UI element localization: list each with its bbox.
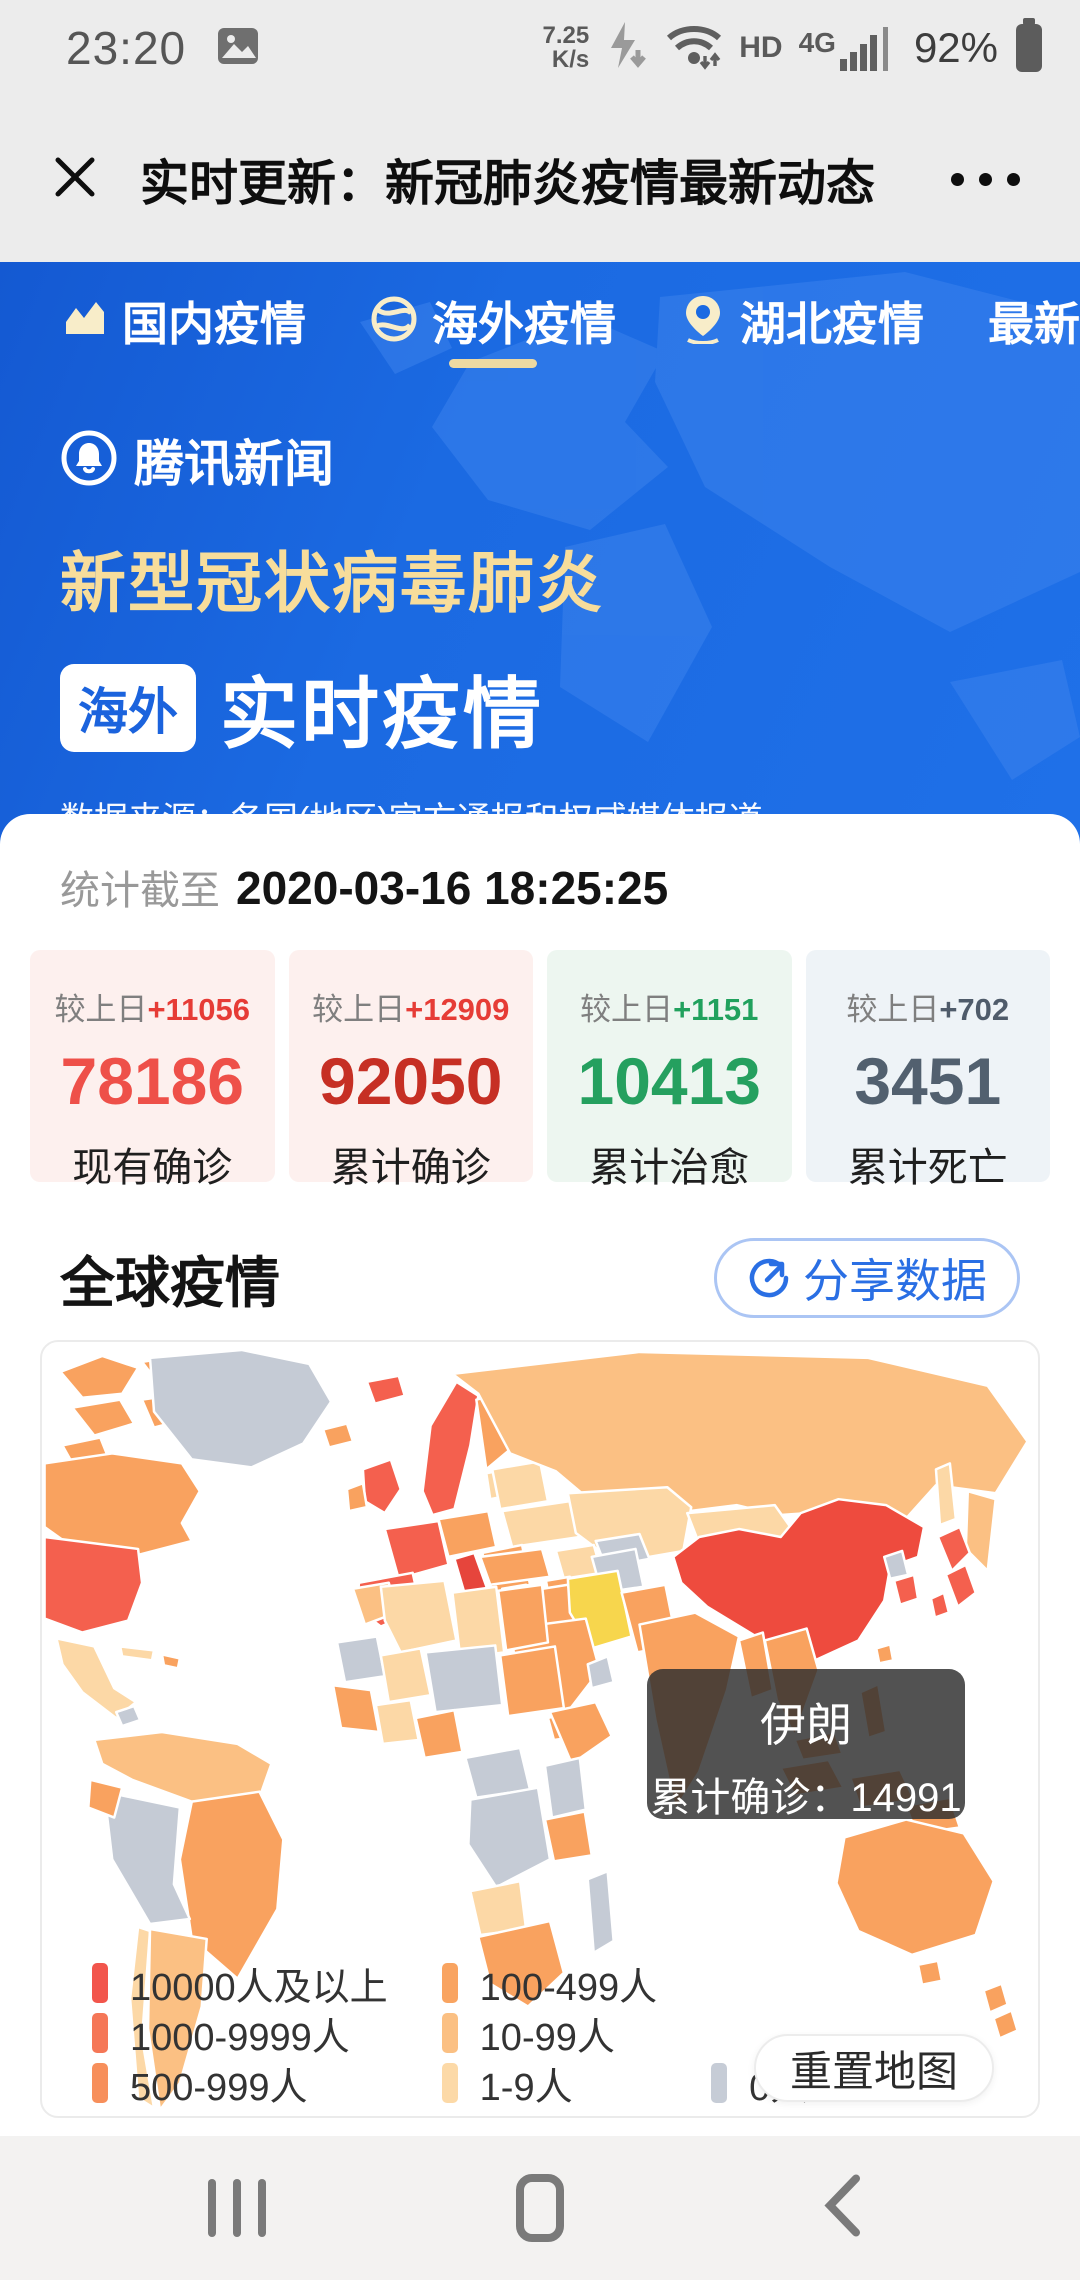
- legend-item: 10-99人: [441, 2012, 657, 2059]
- tab-domestic[interactable]: 国内疫情: [62, 262, 306, 380]
- stat-value: 78186: [60, 1044, 245, 1118]
- brand-row: 腾讯新闻: [60, 424, 1020, 496]
- tooltip-country: 伊朗: [760, 1699, 852, 1751]
- choropleth-world-map[interactable]: [42, 1342, 1038, 2116]
- share-data-button[interactable]: 分享数据: [714, 1238, 1020, 1318]
- map-tooltip-iran: 伊朗 累计确诊：14991人: [647, 1669, 965, 1878]
- legend-swatch: [92, 2013, 108, 2053]
- stat-label: 累计确诊: [330, 1146, 491, 1190]
- reset-map-button[interactable]: 重置地图: [753, 2034, 994, 2102]
- wifi-icon: [665, 22, 723, 75]
- close-icon[interactable]: [52, 154, 98, 205]
- stat-label: 累计死亡: [847, 1146, 1008, 1190]
- cellular-signal-icon: 4G: [799, 25, 892, 71]
- webview-title-bar: 实时更新：新冠肺炎疫情最新动态: [0, 96, 1080, 262]
- stat-card-total-deaths: 较上日+702 3451 累计死亡: [805, 950, 1050, 1190]
- stat-label: 累计治愈: [589, 1146, 750, 1190]
- overseas-badge: 海外: [60, 664, 196, 752]
- legend-item: 10000人及以上: [92, 1962, 388, 2009]
- globe-icon: [370, 295, 418, 348]
- brand-name: 腾讯新闻: [134, 436, 334, 492]
- stat-card-existing-confirmed: 较上日+11056 78186 现有确诊: [30, 950, 275, 1190]
- recent-apps-icon[interactable]: [208, 2179, 266, 2237]
- tab-overseas[interactable]: 海外疫情: [370, 262, 616, 380]
- banner-content: 腾讯新闻 新型冠状病毒肺炎 海外 实时疫情 数据来源：各国(地区)官方通报和权威…: [0, 380, 1080, 841]
- tab-hubei[interactable]: 湖北疫情: [680, 262, 924, 380]
- pin-icon: [680, 294, 726, 349]
- battery-percent: 92%: [913, 24, 998, 71]
- back-icon[interactable]: [822, 2174, 862, 2242]
- legend-swatch: [711, 2063, 728, 2103]
- legend-item: 100-499人: [441, 1962, 657, 2009]
- stat-card-total-cured: 较上日+1151 10413 累计治愈: [547, 950, 792, 1190]
- more-menu-icon[interactable]: [951, 172, 1020, 186]
- legend-item: 1000-9999人: [92, 2012, 388, 2059]
- tooltip-confirmed: 累计确诊：14991人: [650, 1776, 962, 1878]
- network-speed: 7.25 K/s: [542, 21, 590, 73]
- legend-swatch: [92, 2063, 108, 2103]
- stat-value: 92050: [318, 1044, 503, 1118]
- content-card: 统计截至 2020-03-16 18:25:25 较上日+11056 78186…: [0, 814, 1080, 2136]
- section-title-global: 全球疫情: [60, 1252, 281, 1314]
- world-map-card: 伊朗 累计确诊：14991人 10000人及以上 1000-9999人 500-…: [40, 1340, 1040, 2118]
- home-icon[interactable]: [516, 2174, 564, 2242]
- hd-indicator: HD: [739, 31, 783, 64]
- epidemic-nav-tabs: 国内疫情 海外疫情 湖北疫情 最新进展: [0, 262, 1080, 380]
- stat-value: 10413: [577, 1044, 762, 1118]
- clock: 23:20: [66, 22, 187, 74]
- trend-icon: [62, 296, 108, 347]
- legend-swatch: [441, 2013, 458, 2053]
- legend-swatch: [441, 1963, 458, 2003]
- stat-label: 现有确诊: [72, 1146, 233, 1190]
- tab-latest-news[interactable]: 最新进展: [988, 298, 1080, 350]
- legend-swatch: [441, 2063, 458, 2103]
- page-title: 实时更新：新冠肺炎疫情最新动态: [140, 156, 876, 211]
- hero-banner: 国内疫情 海外疫情 湖北疫情 最新进展 腾讯新闻 新型冠状病毒肺炎 海外: [0, 262, 1080, 846]
- android-navigation-bar: [0, 2136, 1080, 2280]
- legend-swatch: [92, 1963, 108, 2003]
- banner-headline: 新型冠状病毒肺炎: [60, 546, 604, 620]
- statistics-timestamp: 统计截至 2020-03-16 18:25:25: [60, 862, 669, 914]
- stat-card-total-confirmed: 较上日+12909 92050 累计确诊: [288, 950, 533, 1190]
- legend-item: 1-9人: [441, 2062, 657, 2109]
- banner-subheadline: 实时疫情: [220, 670, 545, 758]
- share-icon: [747, 1256, 791, 1300]
- summary-stat-grid: 较上日+11056 78186 现有确诊 较上日+12909 92050 累计确…: [30, 950, 1050, 1190]
- status-bar: 23:20 7.25 K/s HD 4G 92%: [0, 0, 1080, 96]
- map-legend: 10000人及以上 1000-9999人 500-999人 100-499人 1…: [92, 1962, 808, 2109]
- legend-item: 500-999人: [92, 2062, 388, 2109]
- data-saver-icon: [605, 20, 649, 77]
- stat-value: 3451: [854, 1044, 1002, 1118]
- gallery-notification-icon: [216, 26, 260, 71]
- battery-icon: [1014, 17, 1044, 79]
- tencent-news-logo-icon: [60, 429, 118, 492]
